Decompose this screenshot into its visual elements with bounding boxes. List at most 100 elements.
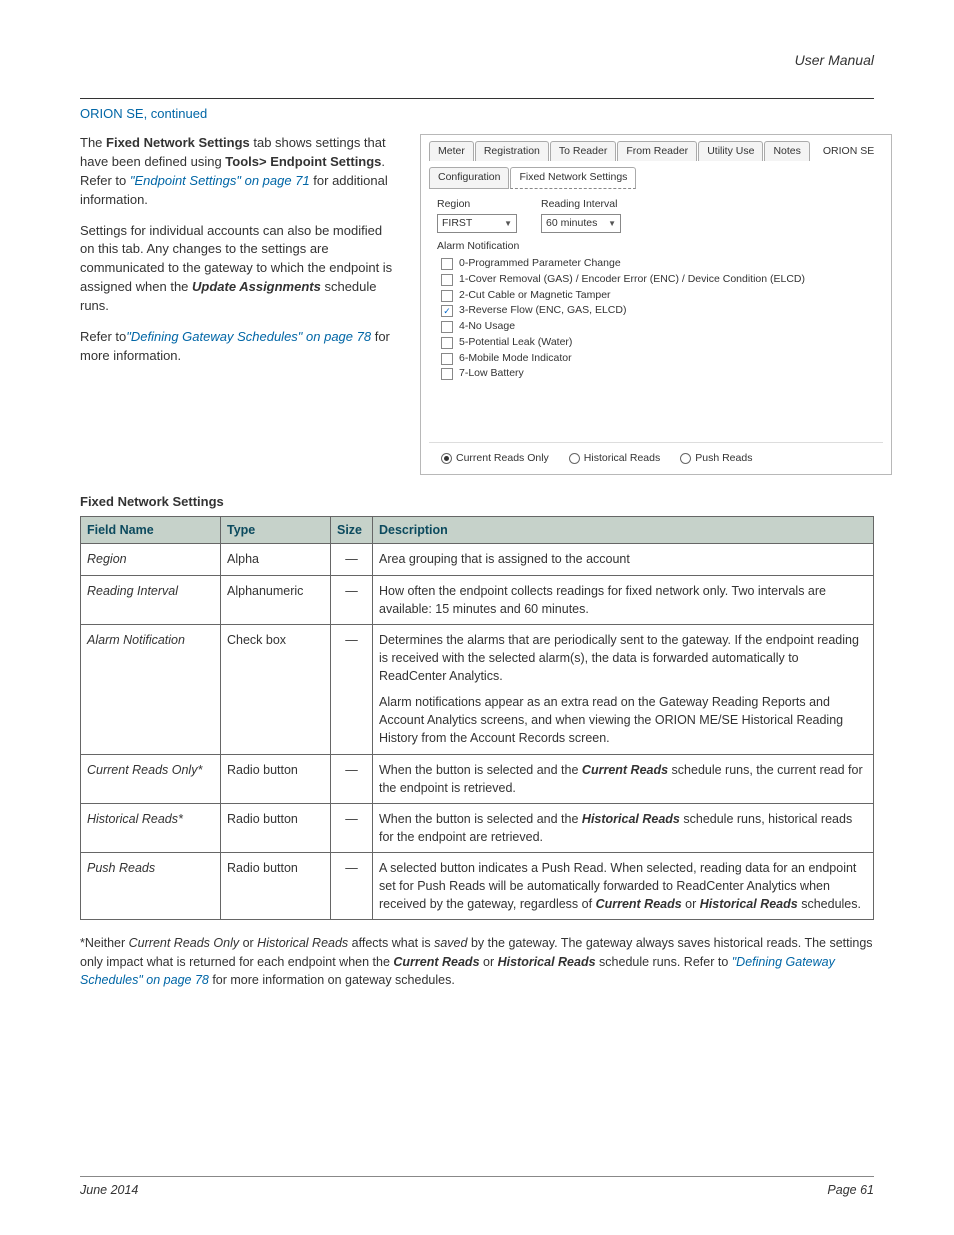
cell-desc: When the button is selected and the Curr…	[373, 754, 874, 803]
checkbox-alarm-7[interactable]	[441, 368, 453, 380]
text-ital: Current Reads Only	[129, 936, 239, 950]
radio-current-label: Current Reads Only	[456, 451, 549, 466]
cell-size: —	[331, 853, 373, 920]
text-boldital: Update Assignments	[192, 279, 321, 294]
radio-push-reads[interactable]	[680, 453, 691, 464]
link-gateway-schedules[interactable]: "Defining Gateway Schedules" on page 78	[126, 329, 371, 344]
checkbox-alarm-2[interactable]	[441, 290, 453, 302]
cell-type: Alpha	[221, 544, 331, 575]
checkbox-alarm-1[interactable]	[441, 274, 453, 286]
chevron-down-icon: ▼	[504, 218, 512, 230]
tab-meter[interactable]: Meter	[429, 141, 474, 161]
alarm-5-label: 5-Potential Leak (Water)	[459, 335, 572, 351]
text-bold: Tools> Endpoint Settings	[225, 154, 381, 169]
footnote: *Neither Current Reads Only or Historica…	[80, 934, 874, 988]
screenshot-panel: Meter Registration To Reader From Reader…	[420, 134, 892, 475]
text: or	[480, 955, 498, 969]
text: schedule runs. Refer to	[596, 955, 732, 969]
checkbox-alarm-6[interactable]	[441, 353, 453, 365]
alarm-6-label: 6-Mobile Mode Indicator	[459, 351, 572, 367]
table-row: Region Alpha — Area grouping that is ass…	[81, 544, 874, 575]
section-title: ORION SE, continued	[80, 105, 874, 124]
col-type: Type	[221, 517, 331, 544]
tab-registration[interactable]: Registration	[475, 141, 549, 161]
doc-title-header: User Manual	[80, 50, 874, 70]
cell-type: Radio button	[221, 803, 331, 852]
cell-size: —	[331, 754, 373, 803]
text-ital: saved	[434, 936, 467, 950]
subtab-configuration[interactable]: Configuration	[429, 167, 509, 188]
col-description: Description	[373, 517, 874, 544]
checkbox-alarm-0[interactable]	[441, 258, 453, 270]
paragraph-2: Settings for individual accounts can als…	[80, 222, 400, 316]
footer-date: June 2014	[80, 1181, 138, 1199]
cell-type: Radio button	[221, 754, 331, 803]
region-value: FIRST	[442, 216, 472, 231]
table-row: Push Reads Radio button — A selected but…	[81, 853, 874, 920]
tab-from-reader[interactable]: From Reader	[617, 141, 697, 161]
col-size: Size	[331, 517, 373, 544]
table-row: Alarm Notification Check box — Determine…	[81, 624, 874, 754]
cell-size: —	[331, 803, 373, 852]
text-boldital: Historical Reads	[700, 897, 798, 911]
cell-type: Check box	[221, 624, 331, 754]
cell-field-name: Historical Reads*	[81, 803, 221, 852]
cell-desc: A selected button indicates a Push Read.…	[373, 853, 874, 920]
cell-desc: Area grouping that is assigned to the ac…	[373, 544, 874, 575]
checkbox-alarm-4[interactable]	[441, 321, 453, 333]
tab-to-reader[interactable]: To Reader	[550, 141, 616, 161]
text-ital: Historical Reads	[257, 936, 348, 950]
alarm-3-label: 3-Reverse Flow (ENC, GAS, ELCD)	[459, 303, 626, 319]
subtab-fixed-network-settings[interactable]: Fixed Network Settings	[510, 167, 636, 188]
region-select[interactable]: FIRST ▼	[437, 214, 517, 233]
text: affects what is	[348, 936, 434, 950]
alarm-7-label: 7-Low Battery	[459, 366, 524, 382]
cell-desc: How often the endpoint collects readings…	[373, 575, 874, 624]
text-boldital: Historical Reads	[582, 812, 680, 826]
text-boldital: Current Reads	[596, 897, 682, 911]
radio-historical-label: Historical Reads	[584, 451, 660, 466]
fields-table: Field Name Type Size Description Region …	[80, 516, 874, 920]
col-field-name: Field Name	[81, 517, 221, 544]
text-boldital: Current Reads	[582, 763, 668, 777]
body-text-column: The Fixed Network Settings tab shows set…	[80, 134, 400, 475]
text-boldital: Historical Reads	[498, 955, 596, 969]
table-row: Historical Reads* Radio button — When th…	[81, 803, 874, 852]
cell-field-name: Region	[81, 544, 221, 575]
cell-type: Alphanumeric	[221, 575, 331, 624]
table-row: Reading Interval Alphanumeric — How ofte…	[81, 575, 874, 624]
text: When the button is selected and the	[379, 763, 582, 777]
text-boldital: Current Reads	[393, 955, 479, 969]
region-label: Region	[437, 197, 517, 212]
cell-size: —	[331, 544, 373, 575]
desc-p1: Determines the alarms that are periodica…	[379, 631, 867, 685]
header-rule	[80, 98, 874, 99]
link-endpoint-settings[interactable]: "Endpoint Settings" on page 71	[130, 173, 310, 188]
cell-field-name: Push Reads	[81, 853, 221, 920]
cell-desc: When the button is selected and the Hist…	[373, 803, 874, 852]
reads-radio-group: Current Reads Only Historical Reads Push…	[429, 442, 883, 466]
alarm-0-label: 0-Programmed Parameter Change	[459, 256, 621, 272]
checkbox-alarm-5[interactable]	[441, 337, 453, 349]
cell-size: —	[331, 575, 373, 624]
radio-push-label: Push Reads	[695, 451, 752, 466]
text: or	[682, 897, 700, 911]
sub-tabs: Configuration Fixed Network Settings	[429, 167, 883, 188]
tab-orion-se: ORION SE	[811, 142, 882, 161]
radio-current-reads[interactable]	[441, 453, 452, 464]
checkbox-alarm-3[interactable]: ✓	[441, 305, 453, 317]
radio-historical-reads[interactable]	[569, 453, 580, 464]
cell-size: —	[331, 624, 373, 754]
alarm-checklist: 0-Programmed Parameter Change 1-Cover Re…	[429, 256, 883, 382]
text: schedules.	[798, 897, 861, 911]
main-tabs: Meter Registration To Reader From Reader…	[429, 141, 883, 161]
reading-interval-label: Reading Interval	[541, 197, 621, 212]
paragraph-1: The Fixed Network Settings tab shows set…	[80, 134, 400, 209]
reading-interval-value: 60 minutes	[546, 216, 597, 231]
alarm-1-label: 1-Cover Removal (GAS) / Encoder Error (E…	[459, 272, 805, 288]
paragraph-3: Refer to"Defining Gateway Schedules" on …	[80, 328, 400, 366]
tab-utility-use[interactable]: Utility Use	[698, 141, 763, 161]
desc-p2: Alarm notifications appear as an extra r…	[379, 693, 867, 747]
tab-notes[interactable]: Notes	[764, 141, 809, 161]
reading-interval-select[interactable]: 60 minutes ▼	[541, 214, 621, 233]
